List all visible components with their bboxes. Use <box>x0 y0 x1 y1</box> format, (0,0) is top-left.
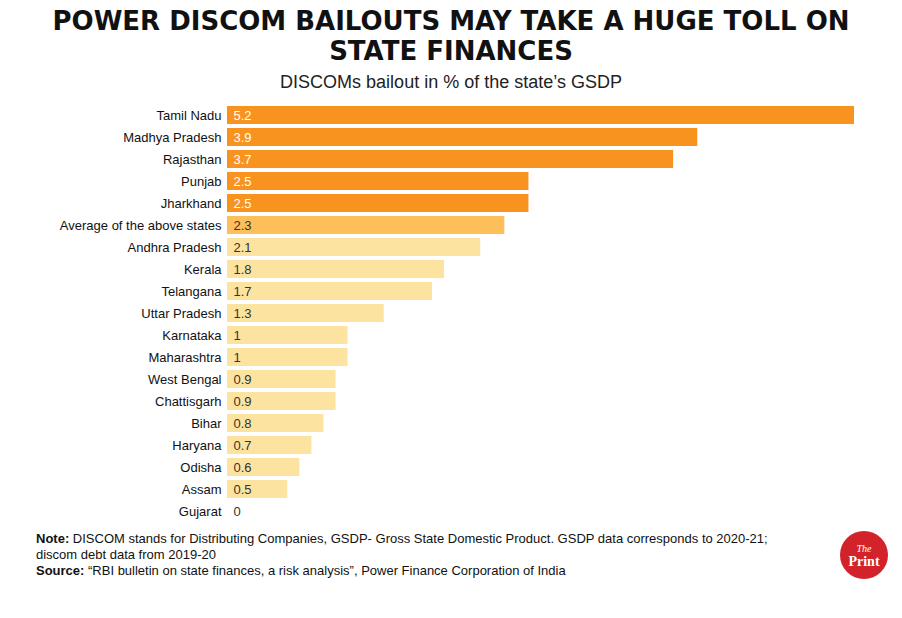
svg-text:Karnataka: Karnataka <box>162 328 222 343</box>
html-text:Source: “RBI bulletin on state: Source: “RBI bulletin on state finances,… <box>36 563 566 578</box>
svg-text:Andhra Pradesh: Andhra Pradesh <box>128 240 222 255</box>
svg-text:1.7: 1.7 <box>234 284 252 299</box>
html-text:Print: Print <box>848 554 880 569</box>
html-text:Note: DISCOM stands for Distri: Note: DISCOM stands for Distributing Com… <box>36 531 768 562</box>
svg-text:3.9: 3.9 <box>234 130 252 145</box>
svg-text:0.9: 0.9 <box>234 372 252 387</box>
svg-text:5.2: 5.2 <box>234 108 252 123</box>
svg-text:West Bengal: West Bengal <box>148 372 222 387</box>
svg-text:2.1: 2.1 <box>234 240 252 255</box>
svg-text:Telangana: Telangana <box>162 284 223 299</box>
svg-text:3.7: 3.7 <box>234 152 252 167</box>
svg-text:0.7: 0.7 <box>234 438 252 453</box>
svg-text:Gujarat: Gujarat <box>179 504 222 519</box>
svg-text:2.3: 2.3 <box>234 218 252 233</box>
svg-text:Tamil Nadu: Tamil Nadu <box>156 108 221 123</box>
svg-text:Haryana: Haryana <box>172 438 222 453</box>
svg-text:Kerala: Kerala <box>184 262 222 277</box>
svg-text:0: 0 <box>234 504 241 519</box>
svg-text:0.6: 0.6 <box>234 460 252 475</box>
html-text:The: The <box>856 543 872 554</box>
svg-text:2.5: 2.5 <box>234 196 252 211</box>
svg-text:Maharashtra: Maharashtra <box>149 350 223 365</box>
svg-text:1: 1 <box>234 328 241 343</box>
svg-text:Punjab: Punjab <box>181 174 221 189</box>
svg-text:Assam: Assam <box>182 482 222 497</box>
svg-text:2.5: 2.5 <box>234 174 252 189</box>
svg-text:Madhya Pradesh: Madhya Pradesh <box>123 130 221 145</box>
svg-text:1.8: 1.8 <box>234 262 252 277</box>
svg-text:Bihar: Bihar <box>191 416 222 431</box>
svg-text:1: 1 <box>234 350 241 365</box>
svg-text:1.3: 1.3 <box>234 306 252 321</box>
svg-text:Chattisgarh: Chattisgarh <box>155 394 221 409</box>
svg-text:Rajasthan: Rajasthan <box>163 152 222 167</box>
html-text:DISCOMs bailout in % of the st: DISCOMs bailout in % of the state’s GSDP <box>280 72 622 92</box>
html-text:POWER DISCOM BAILOUTS MAY TAKE: POWER DISCOM BAILOUTS MAY TAKE A HUGE TO… <box>52 6 850 66</box>
svg-text:0.5: 0.5 <box>234 482 252 497</box>
svg-text:0.8: 0.8 <box>234 416 252 431</box>
svg-text:Average of the above states: Average of the above states <box>60 218 222 233</box>
svg-text:Odisha: Odisha <box>180 460 222 475</box>
svg-text:0.9: 0.9 <box>234 394 252 409</box>
svg-text:Jharkhand: Jharkhand <box>161 196 222 211</box>
svg-text:Uttar Pradesh: Uttar Pradesh <box>141 306 221 321</box>
